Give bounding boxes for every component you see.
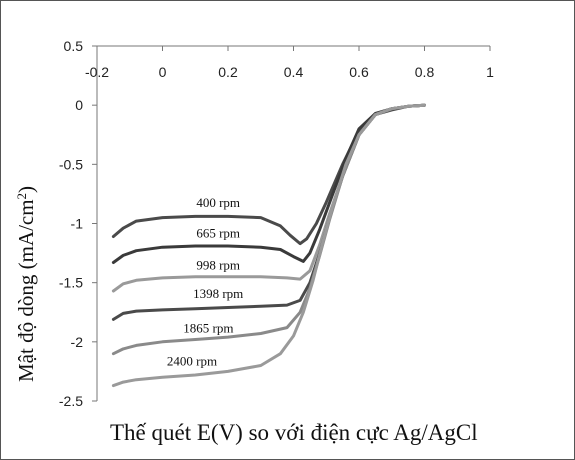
y-tick-label: 0.5 [64, 38, 84, 54]
x-tick-label: 0 [159, 64, 167, 80]
y-axis-ticks: 0.5 0 -0.5 -1 -1.5 -2 -2.5 [59, 38, 97, 409]
y-axis-title: Mật độ dòng (mA/cm2) [14, 186, 39, 382]
y-tick-label: -0.5 [59, 156, 83, 172]
y-tick-label: 0 [75, 97, 83, 113]
x-tick-label: 0.2 [218, 64, 238, 80]
y-tick-label: -1 [71, 216, 84, 232]
series-label: 1865 rpm [183, 320, 233, 335]
y-axis-title-close: ) [14, 186, 38, 193]
series-layer [111, 103, 426, 388]
series-line [111, 103, 426, 388]
series-label: 400 rpm [196, 195, 240, 210]
x-tick-label: 1 [486, 64, 494, 80]
y-tick-label: -2.5 [59, 393, 83, 409]
curve-labels: 400 rpm 665 rpm 998 rpm 1398 rpm 1865 rpm 240… [167, 195, 243, 369]
y-axis-title-main: Mật độ dòng (mA/cm [14, 199, 38, 382]
x-tick-label: 0.6 [349, 64, 369, 80]
series-label: 665 rpm [196, 226, 240, 241]
x-tick-label: 0.8 [415, 64, 435, 80]
series-label: 2400 rpm [167, 354, 217, 369]
x-tick-label: -0.2 [85, 64, 109, 80]
y-axis-title-sup: 2 [14, 193, 29, 200]
x-axis-ticks: -0.2 0 0.2 0.4 0.6 0.8 1 [85, 46, 494, 80]
series-label: 1398 rpm [193, 286, 243, 301]
y-tick-label: -1.5 [59, 275, 83, 291]
series-label: 998 rpm [196, 258, 240, 273]
x-tick-label: 0.4 [284, 64, 304, 80]
y-tick-label: -2 [71, 334, 84, 350]
x-axis-title: Thế quét E(V) so với điện cực Ag/AgCl [110, 420, 478, 445]
